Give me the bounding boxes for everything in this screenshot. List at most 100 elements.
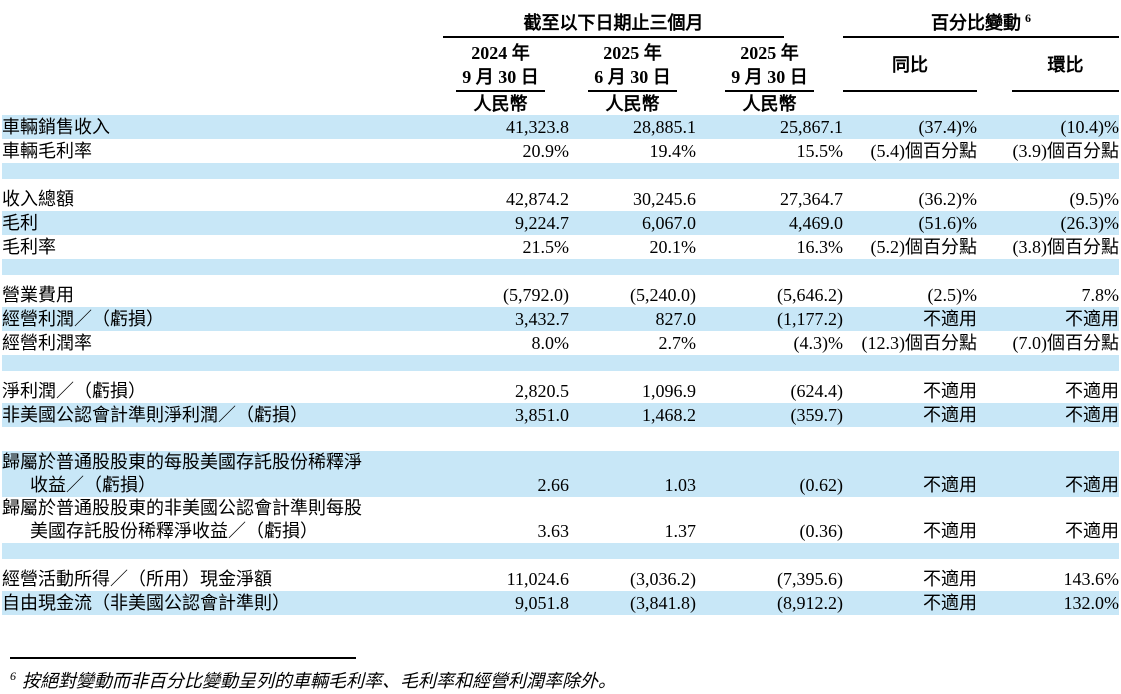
cell-qoq: (7.0)個百分點 (977, 331, 1120, 355)
header-spacer-cell (843, 92, 977, 115)
row-label: 車輛銷售收入 (2, 115, 432, 139)
cell-2025-09-30: (0.62) (696, 451, 844, 497)
footnote-reference: 6 (1025, 11, 1032, 25)
cell-qoq: 不適用 (977, 379, 1120, 403)
change-group-cell: 百分比變動 6 (843, 6, 1120, 38)
spacer-cell (2, 543, 1120, 559)
financial-table: 截至以下日期止三個月 百分比變動 6 2024 年 9 月 30 日 (2, 6, 1120, 615)
row-label-line2: 收益／（虧損） (30, 475, 156, 495)
cell-2025-06-30: 1.37 (569, 497, 696, 543)
cell-yoy: (36.2)% (843, 187, 978, 211)
spacer-row (2, 259, 1120, 275)
col-header-2025-06-30: 2025 年 6 月 30 日 (569, 38, 696, 92)
cell-2025-09-30: (8,912.2) (696, 591, 844, 615)
cell-2024-09-30: 9,051.8 (432, 591, 569, 615)
cell-2025-06-30: 20.1% (569, 235, 696, 259)
table-row: 經營利潤／（虧損） 3,432.7 827.0 (1,177.2) 不適用 不適用 (2, 307, 1120, 331)
cell-2025-06-30: 19.4% (569, 139, 696, 163)
cell-2025-06-30: 1.03 (569, 451, 696, 497)
row-label: 經營利潤率 (2, 331, 432, 355)
cell-qoq: (3.8)個百分點 (977, 235, 1120, 259)
cell-2025-09-30: (4.3)% (696, 331, 844, 355)
qoq-label: 環比 (1012, 38, 1120, 92)
cell-yoy: 不適用 (843, 307, 978, 331)
cell-yoy: 不適用 (843, 379, 978, 403)
spacer-row (2, 543, 1120, 559)
cell-yoy: 不適用 (843, 567, 978, 591)
footnote-body: 按絕對變動而非百分比變動呈列的車輛毛利率、毛利率和經營利潤率除外。 (22, 671, 616, 691)
period-group-cell: 截至以下日期止三個月 (432, 6, 843, 38)
date-year: 2024 年 (471, 43, 530, 63)
col-header-yoy: 同比 (843, 38, 978, 92)
col-header-2024-09-30: 2024 年 9 月 30 日 (432, 38, 569, 92)
cell-qoq: (9.5)% (977, 187, 1120, 211)
date-year: 2025 年 (740, 43, 799, 63)
cell-2025-09-30: (7,395.6) (696, 567, 844, 591)
row-label: 毛利率 (2, 235, 432, 259)
table-row: 歸屬於普通股股東的非美國公認會計準則每股 美國存託股份稀釋淨收益／（虧損） 3.63… (2, 497, 1120, 543)
cell-qoq: 不適用 (977, 497, 1120, 543)
cell-2024-09-30: 2.66 (432, 451, 569, 497)
cell-2024-09-30: (5,792.0) (432, 283, 569, 307)
header-spacer-cell (2, 38, 432, 92)
cell-yoy: (12.3)個百分點 (843, 331, 978, 355)
cell-2025-06-30: 6,067.0 (569, 211, 696, 235)
cell-2024-09-30: 11,024.6 (432, 567, 569, 591)
row-label: 歸屬於普通股股東的每股美國存託股份稀釋淨 收益／（虧損） (2, 451, 432, 497)
table-row: 自由現金流（非美國公認會計準則） 9,051.8 (3,841.8) (8,912.2… (2, 591, 1120, 615)
cell-2025-09-30: (5,646.2) (696, 283, 844, 307)
spacer-row (2, 355, 1120, 371)
cell-2025-06-30: (5,240.0) (569, 283, 696, 307)
table-row: 車輛毛利率 20.9% 19.4% 15.5% (5.4)個百分點 (3.9)個百分點 (2, 139, 1120, 163)
table-row: 毛利 9,224.7 6,067.0 4,469.0 (51.6)% (26.3)% (2, 211, 1120, 235)
cell-yoy: (5.4)個百分點 (843, 139, 978, 163)
cell-yoy: 不適用 (843, 403, 978, 427)
cell-yoy: 不適用 (843, 497, 978, 543)
cell-2025-09-30: 15.5% (696, 139, 844, 163)
cell-2025-09-30: 16.3% (696, 235, 844, 259)
cell-2024-09-30: 3,432.7 (432, 307, 569, 331)
row-label-line1: 歸屬於普通股股東的非美國公認會計準則每股 (2, 498, 362, 518)
cell-2025-06-30: 28,885.1 (569, 115, 696, 139)
cell-2024-09-30: 21.5% (432, 235, 569, 259)
spacer-cell (2, 163, 1120, 179)
cell-2025-09-30: (359.7) (696, 403, 844, 427)
cell-2024-09-30: 42,874.2 (432, 187, 569, 211)
table-row: 歸屬於普通股股東的每股美國存託股份稀釋淨 收益／（虧損） 2.66 1.03 (0.62… (2, 451, 1120, 497)
cell-2025-06-30: (3,036.2) (569, 567, 696, 591)
cell-yoy: 不適用 (843, 451, 978, 497)
footnote-divider (10, 657, 356, 659)
cell-2024-09-30: 3,851.0 (432, 403, 569, 427)
spacer-row (2, 427, 1120, 451)
cell-yoy: (5.2)個百分點 (843, 235, 978, 259)
cell-2025-06-30: 1,096.9 (569, 379, 696, 403)
spacer-cell (2, 275, 1120, 283)
cell-qoq: 不適用 (977, 307, 1120, 331)
cell-yoy: (37.4)% (843, 115, 978, 139)
table-row: 毛利率 21.5% 20.1% 16.3% (5.2)個百分點 (3.8)個百分點 (2, 235, 1120, 259)
date-header: 2024 年 9 月 30 日 (456, 41, 545, 92)
header-group-row: 截至以下日期止三個月 百分比變動 6 (2, 6, 1120, 38)
footnote-number: 6 (10, 669, 16, 683)
row-label: 收入總額 (2, 187, 432, 211)
cell-qoq: 132.0% (977, 591, 1120, 615)
spacer-cell (2, 559, 1120, 567)
currency-label: 人民幣 (473, 94, 528, 114)
cell-qoq: 143.6% (977, 567, 1120, 591)
cell-2025-09-30: 25,867.1 (696, 115, 844, 139)
spacer-cell (2, 371, 1120, 379)
cell-qoq: (3.9)個百分點 (977, 139, 1120, 163)
date-header: 2025 年 9 月 30 日 (725, 41, 814, 92)
cell-yoy: (2.5)% (843, 283, 978, 307)
header-currency-row: 人民幣 人民幣 人民幣 (2, 92, 1119, 115)
cell-yoy: 不適用 (843, 591, 978, 615)
cell-2024-09-30: 41,323.8 (432, 115, 569, 139)
row-label: 營業費用 (2, 283, 432, 307)
cell-qoq: 7.8% (977, 283, 1120, 307)
cell-yoy: (51.6)% (843, 211, 978, 235)
cell-2025-09-30: 27,364.7 (696, 187, 844, 211)
cell-qoq: 不適用 (977, 451, 1120, 497)
table-row: 營業費用 (5,792.0) (5,240.0) (5,646.2) (2.5)% 7.8… (2, 283, 1120, 307)
spacer-row (2, 179, 1120, 187)
spacer-row (2, 559, 1120, 567)
